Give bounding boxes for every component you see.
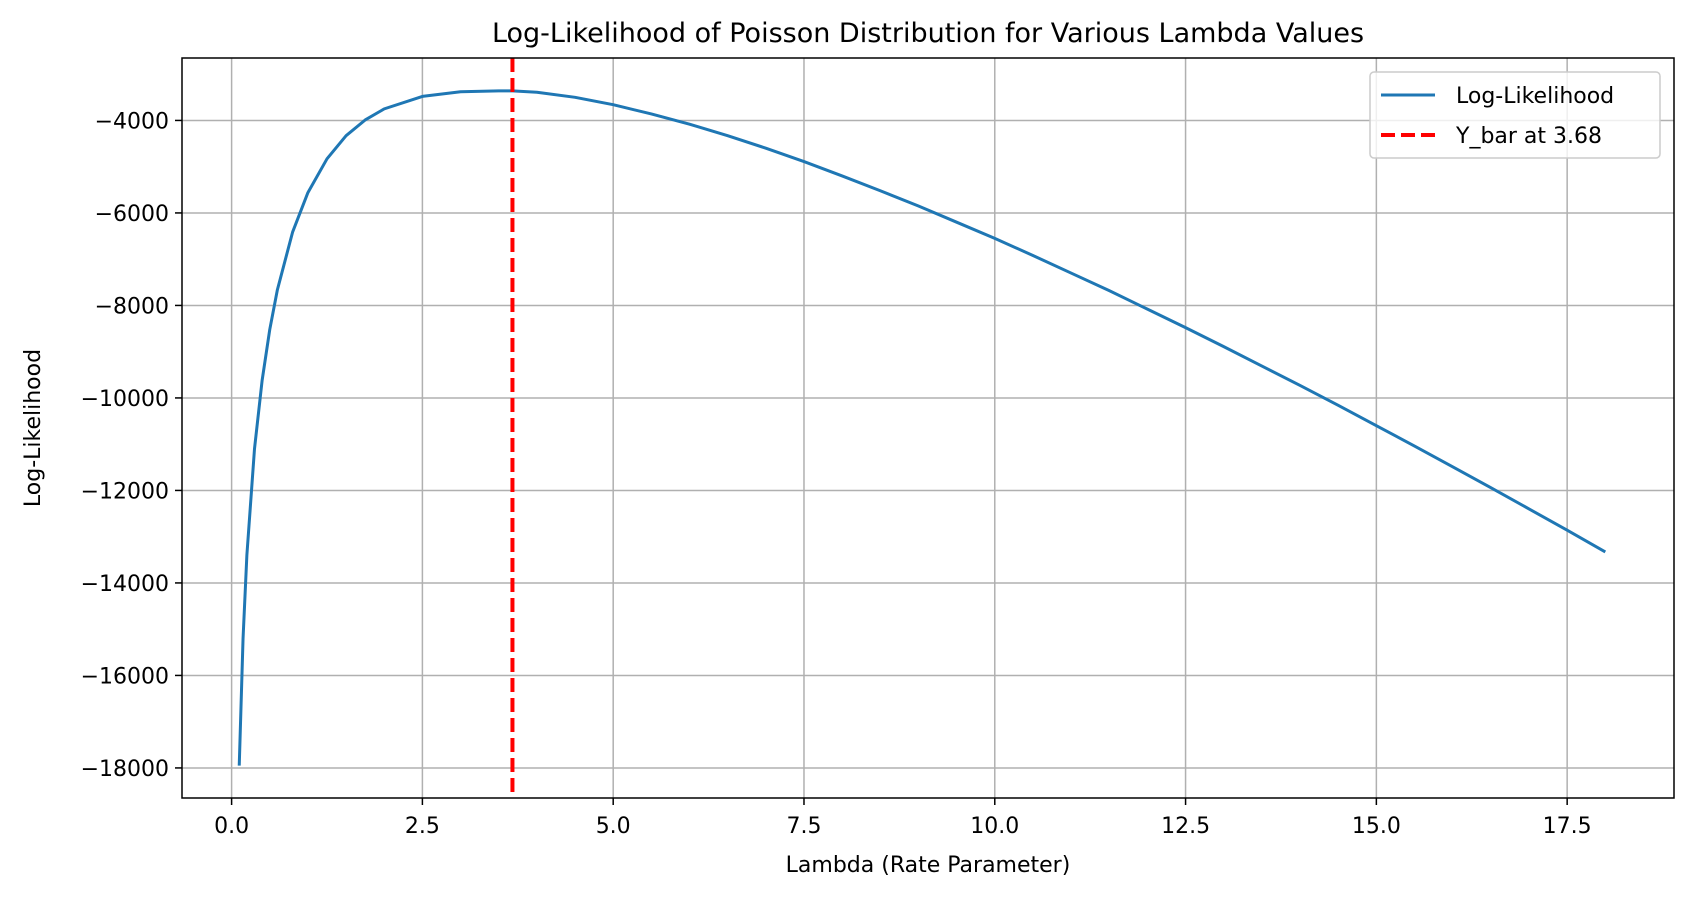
- legend-box: [1369, 71, 1661, 159]
- x-tick-label: 2.5: [405, 814, 440, 839]
- legend-label-log-likelihood: Log-Likelihood: [1456, 84, 1614, 109]
- legend-label-y-bar: Y_bar at 3.68: [1455, 124, 1602, 149]
- series-layer: [237, 58, 1607, 798]
- x-axis-label: Lambda (Rate Parameter): [786, 853, 1071, 878]
- series-line-log-likelihood: [237, 89, 1607, 766]
- x-axis-ticks: 0.0 2.5 5.0 7.5 10.0 12.5 15.0 17.5: [214, 798, 1592, 839]
- x-tick-label: 12.5: [1161, 814, 1210, 839]
- y-tick-label: −18000: [81, 757, 169, 782]
- y-tick-label: −6000: [95, 202, 169, 227]
- x-tick-label: 7.5: [786, 814, 821, 839]
- plot-frame: [181, 57, 1675, 799]
- x-tick-label: 15.0: [1352, 814, 1401, 839]
- y-gridlines: [182, 119, 1674, 769]
- y-tick-label: −14000: [81, 572, 169, 597]
- y-axis-label: Log-Likelihood: [21, 349, 46, 507]
- y-tick-label: −12000: [81, 479, 169, 504]
- x-tick-label: 17.5: [1543, 814, 1592, 839]
- chart-title: Log-Likelihood of Poisson Distribution f…: [492, 18, 1364, 49]
- y-tick-label: −10000: [81, 387, 169, 412]
- x-gridlines: [230, 58, 1568, 798]
- y-tick-label: −16000: [81, 664, 169, 689]
- x-tick-label: 10.0: [970, 814, 1019, 839]
- y-tick-label: −8000: [95, 294, 169, 319]
- y-tick-label: −4000: [95, 109, 169, 134]
- x-tick-label: 5.0: [596, 814, 631, 839]
- legend: Log-Likelihood Y_bar at 3.68: [1369, 71, 1661, 159]
- x-tick-label: 0.0: [214, 814, 249, 839]
- y-axis-ticks: −18000 −16000 −14000 −12000 −10000 −8000 −6000…: [81, 109, 182, 782]
